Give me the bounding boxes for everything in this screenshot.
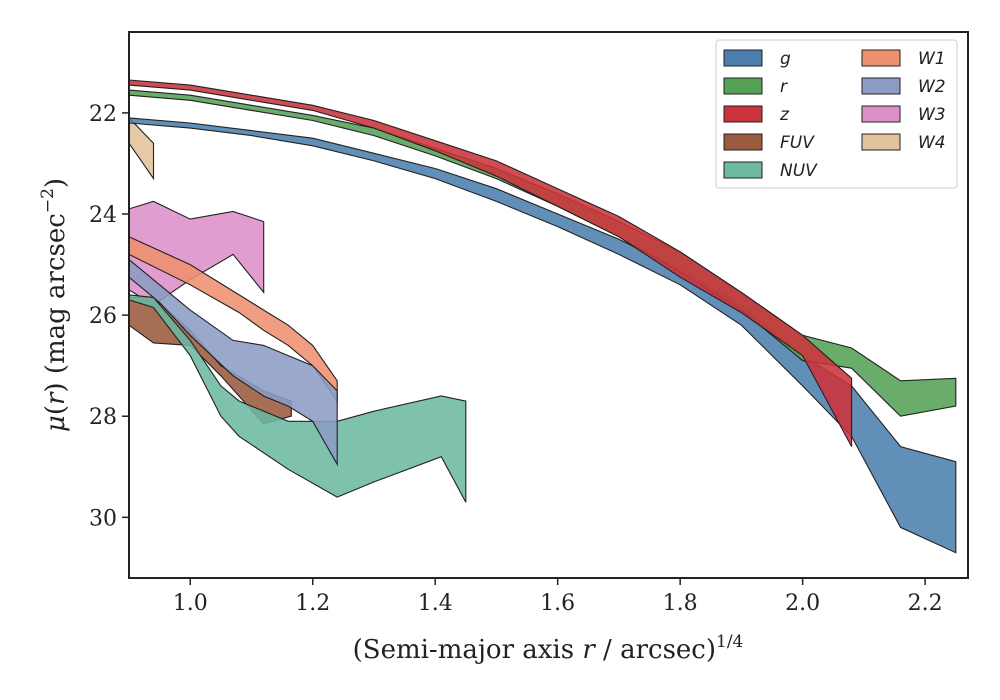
legend-swatch-w1 (861, 49, 901, 67)
y-axis: 22 24 26 28 30 (89, 102, 129, 531)
legend-label-w4: W4 (918, 133, 946, 153)
legend-frame (715, 39, 958, 189)
legend-label-fuv: FUV (780, 133, 815, 153)
legend: grz FUV NUV W1 W2 W3 W4 (715, 39, 958, 189)
x-tick-label: 2.0 (785, 591, 820, 616)
legend-swatch-w2 (861, 77, 901, 95)
x-axis-title: (Semi-major axis r / arcsec)1/4 (353, 632, 744, 665)
legend-label-r: r (780, 77, 788, 97)
legend-label-nuv: NUV (780, 161, 818, 181)
legend-swatch-g (723, 49, 763, 67)
band-nuv (129, 294, 467, 503)
legend-label-w3: W3 (918, 105, 946, 125)
legend-swatch-w3 (861, 105, 901, 123)
y-tick-label: 22 (89, 102, 117, 127)
x-tick-label: 1.4 (418, 591, 453, 616)
legend-swatch-z (723, 105, 763, 123)
plot-bands (129, 79, 957, 554)
legend-swatch-w4 (861, 133, 901, 151)
y-tick-label: 30 (89, 506, 117, 531)
legend-swatch-nuv (723, 161, 763, 179)
x-axis: 1.0 1.2 1.4 1.6 1.8 2.0 2.2 (173, 578, 943, 616)
x-tick-label: 2.2 (908, 591, 943, 616)
x-tick-label: 1.0 (173, 591, 208, 616)
x-tick-label: 1.2 (295, 591, 330, 616)
legend-label-z: z (779, 105, 790, 125)
x-tick-label: 1.6 (540, 591, 575, 616)
x-tick-label: 1.8 (663, 591, 698, 616)
legend-swatch-r (723, 77, 763, 95)
legend-swatch-fuv (723, 133, 763, 151)
band-w2 (129, 258, 338, 467)
y-tick-label: 24 (89, 203, 117, 228)
plot-frame (128, 31, 969, 579)
legend-label-w1: W1 (918, 49, 946, 69)
y-axis-title: μ(r) (mag arcsec−2) (38, 178, 71, 432)
legend-label-g: g (780, 49, 791, 69)
y-tick-label: 28 (89, 405, 117, 430)
y-tick-label: 26 (89, 304, 117, 329)
legend-label-w2: W2 (918, 77, 946, 97)
band-z (129, 79, 853, 447)
band-g (129, 117, 957, 554)
band-w4 (129, 117, 155, 181)
